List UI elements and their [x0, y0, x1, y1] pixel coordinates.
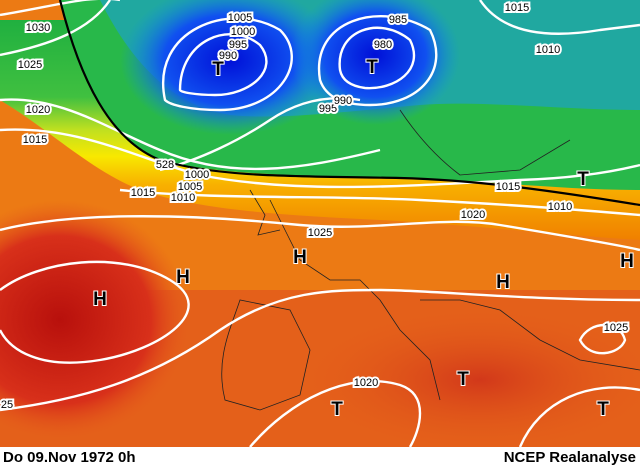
- isobar-label: 1025: [18, 59, 42, 71]
- isobar-label: 990: [219, 50, 237, 62]
- footer-bar: [0, 447, 640, 469]
- pressure-center: H: [93, 289, 107, 310]
- isobar-label: 1020: [26, 104, 50, 116]
- pressure-center: H: [176, 267, 190, 288]
- isobar-label: 1000: [231, 26, 255, 38]
- footer-date: Do 09.Nov 1972 0h: [3, 449, 136, 466]
- isobar-label: 528: [156, 159, 174, 171]
- isobar-label: 1010: [548, 201, 572, 213]
- pressure-center: T: [597, 399, 609, 420]
- pressure-center: T: [212, 59, 224, 80]
- isobar-label: 1025: [604, 322, 628, 334]
- isobar-label: 985: [389, 14, 407, 26]
- isobar-label: 995: [229, 39, 247, 51]
- isobar-label: 1005: [228, 12, 252, 24]
- isobar-label: 1015: [496, 181, 520, 193]
- coastlines: [221, 109, 640, 411]
- isobar-label: 1010: [171, 192, 195, 204]
- pressure-center: T: [366, 57, 378, 78]
- isobar-label: 990: [334, 95, 352, 107]
- isobar-label: 1020: [461, 209, 485, 221]
- isobar-label: 980: [374, 39, 392, 51]
- thickness-528-line: [58, 0, 640, 207]
- isobar-label: 1025: [308, 227, 332, 239]
- isobar-label: 1030: [26, 22, 50, 34]
- pressure-center: T: [331, 399, 343, 420]
- isobar-labels: 1030102510201015100510009959909859809959…: [0, 0, 630, 413]
- isobar-label: 25: [1, 399, 13, 411]
- isobar-label: 1015: [131, 187, 155, 199]
- isobars: [0, 0, 640, 448]
- isobar-label: 1000: [185, 169, 209, 181]
- isobar-label: 1020: [354, 377, 378, 389]
- isobar-label: 1005: [178, 181, 202, 193]
- pressure-centers: T T T T T T H H H H H: [92, 56, 635, 421]
- isobar-label: 995: [319, 103, 337, 115]
- pressure-center: H: [620, 251, 634, 272]
- footer-source: NCEP Realanalyse: [504, 449, 636, 466]
- pressure-center: T: [577, 169, 589, 190]
- pressure-center: H: [293, 247, 307, 268]
- isobar-label: 1010: [536, 44, 560, 56]
- pressure-center: T: [457, 369, 469, 390]
- pressure-center: H: [496, 272, 510, 293]
- isobar-label: 1015: [505, 2, 529, 14]
- isobar-label: 1015: [23, 134, 47, 146]
